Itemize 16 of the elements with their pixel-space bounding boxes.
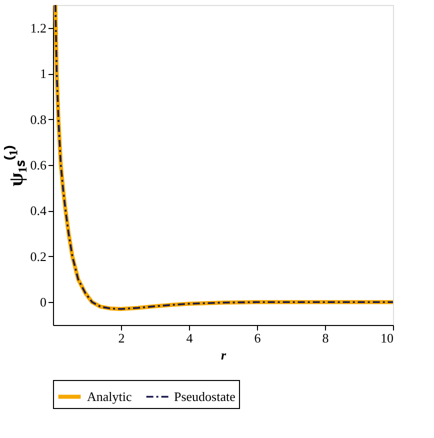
x-tick-label: 10: [380, 330, 394, 346]
legend-label: Pseudostate: [174, 388, 236, 404]
y-tick-label: 0.4: [30, 203, 47, 218]
y-tick-label: 0: [40, 294, 46, 310]
y-tick-label: 1.2: [30, 20, 46, 36]
x-tick-label: 8: [322, 330, 329, 346]
x-axis-title: r: [220, 348, 227, 362]
y-tick-label: 0.8: [30, 112, 46, 127]
x-tick-label: 6: [254, 330, 262, 346]
y-axis-title: ψ₁ₛ⁽¹⁾: [3, 144, 28, 186]
x-tick-label: 4: [186, 330, 194, 346]
y-tick-label: 0.2: [30, 248, 46, 264]
legend-label: Analytic: [87, 388, 132, 404]
y-tick-label: 0.6: [30, 158, 47, 172]
x-tick-label: 2: [118, 330, 125, 346]
y-tick-label: 1: [40, 66, 46, 82]
